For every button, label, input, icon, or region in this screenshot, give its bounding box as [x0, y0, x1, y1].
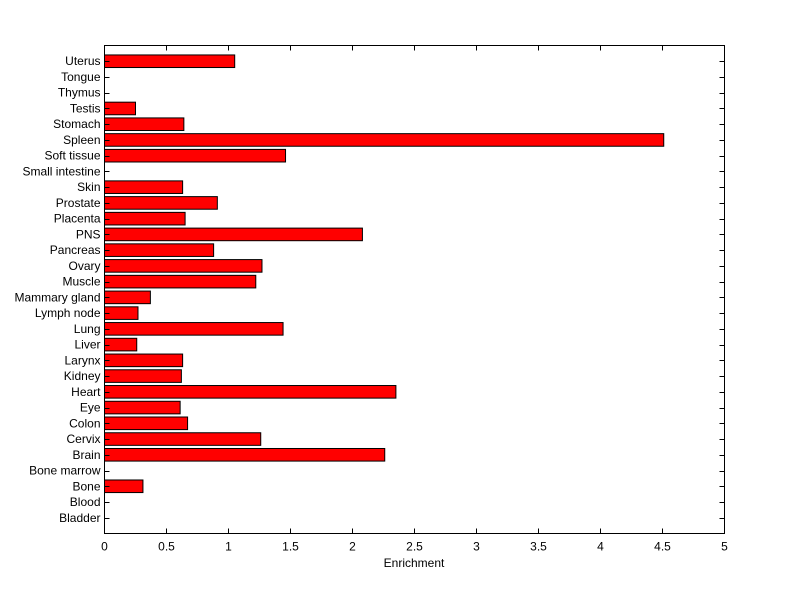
bar-lymph-node — [104, 306, 139, 320]
y-tick-label: Spleen — [63, 133, 100, 147]
x-tick-label: 4 — [597, 540, 604, 554]
y-tick-label: Blood — [70, 495, 101, 509]
bar-soft-tissue — [104, 148, 287, 163]
bar-stomach — [104, 117, 185, 132]
y-tick-label: Skin — [77, 180, 100, 194]
bar-heart — [104, 385, 397, 399]
x-tick-label: 3.5 — [530, 540, 547, 554]
y-tick-label: Bone — [72, 479, 100, 493]
bar-muscle — [104, 274, 257, 289]
x-tick-label: 1 — [225, 540, 232, 554]
y-tick-label: Placenta — [54, 212, 101, 226]
bar-skin — [104, 180, 184, 194]
y-tick-label: Colon — [69, 416, 100, 430]
y-tick-label: Lung — [74, 322, 101, 336]
bar-uterus — [104, 54, 236, 69]
y-tick-label: Bladder — [59, 511, 100, 525]
y-tick-label: Liver — [74, 338, 100, 352]
y-tick-label: Bone marrow — [29, 464, 101, 478]
x-tick-label: 0.5 — [158, 540, 175, 554]
bar-spleen — [104, 133, 665, 147]
x-tick-label: 0 — [101, 540, 108, 554]
bar-pancreas — [104, 243, 215, 257]
y-tick-label: Larynx — [64, 353, 100, 367]
bar-larynx — [104, 353, 184, 368]
y-tick-label: Soft tissue — [44, 149, 100, 163]
x-tick-label: 4.5 — [654, 540, 671, 554]
x-tick-label: 3 — [473, 540, 480, 554]
y-tick-label: Cervix — [66, 432, 100, 446]
y-tick-label: Stomach — [53, 117, 100, 131]
y-tick-label: Eye — [80, 401, 101, 415]
bar-bone — [104, 479, 144, 494]
y-tick-label: Kidney — [64, 369, 101, 383]
y-tick-label: Prostate — [56, 196, 101, 210]
x-tick-label: 5 — [721, 540, 728, 554]
bar-ovary — [104, 259, 263, 273]
y-tick-label: Lymph node — [35, 306, 101, 320]
y-tick-label: Uterus — [65, 54, 100, 68]
bar-liver — [104, 337, 138, 352]
x-axis-label: Enrichment — [384, 556, 445, 570]
y-tick-label: Mammary gland — [14, 290, 100, 304]
bar-mammary-gland — [104, 290, 151, 305]
bar-prostate — [104, 196, 218, 210]
x-tick-label: 1.5 — [282, 540, 299, 554]
bar-brain — [104, 447, 386, 462]
y-tick-label: Muscle — [62, 275, 100, 289]
y-tick-label: Testis — [70, 101, 101, 115]
y-tick-label: Ovary — [68, 259, 100, 273]
bar-eye — [104, 400, 181, 415]
x-tick-label: 2 — [349, 540, 356, 554]
bar-placenta — [104, 211, 186, 226]
bar-lung — [104, 322, 284, 336]
y-tick-label: Tongue — [61, 70, 101, 84]
y-tick-label: Heart — [71, 385, 101, 399]
bar-pns — [104, 227, 363, 242]
y-tick-label: Pancreas — [50, 243, 101, 257]
y-tick-label: Brain — [72, 448, 100, 462]
y-tick-label: PNS — [76, 227, 101, 241]
y-tick-label: Thymus — [58, 86, 101, 100]
bar-kidney — [104, 369, 182, 383]
bar-cervix — [104, 432, 262, 446]
x-tick-label: 2.5 — [406, 540, 423, 554]
bar-colon — [104, 416, 189, 431]
y-tick-label: Small intestine — [22, 164, 100, 178]
